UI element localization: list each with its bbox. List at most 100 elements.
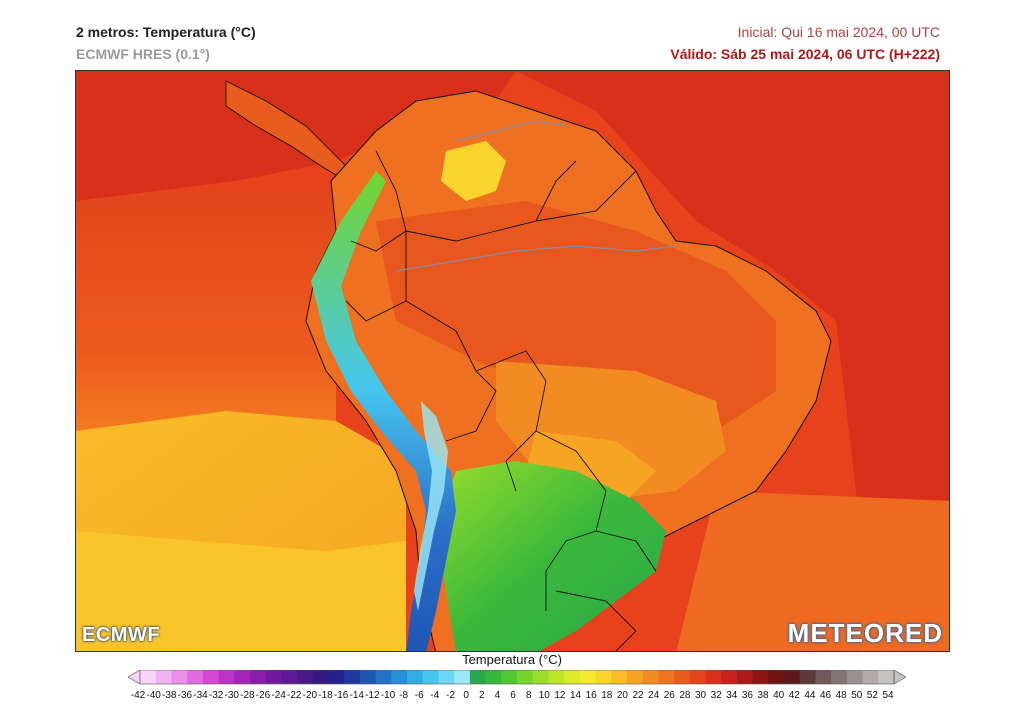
colorbar-labels: -42 -40 -38 -36 -34 -32 -30 -28 -26 -24 -22 -20 -18-… [118,690,908,704]
colorbar-tick-label: 42 [788,690,800,701]
colorbar-tick-label: 40 [773,690,785,701]
colorbar-tick-label: 14 [569,690,582,701]
map-title: 2 metros: Temperatura (°C) [76,24,256,40]
colorbar-swatch [281,670,298,684]
rivers [395,120,677,272]
colorbar-tick-label: 46 [819,690,832,701]
colorbar-tick-label: -16 [333,690,349,701]
colorbar-swatch [579,670,597,684]
atlantic-ocean [516,71,949,651]
colorbar-tick-label: 0 [463,690,469,701]
guiana-highlands [441,141,506,201]
colorbar-swatch [674,670,691,684]
colorbar-tick-label: -20 [302,690,318,701]
colorbar-tick-label: -34 [193,690,208,701]
colorbar-tick-label: -40 [146,690,161,701]
colorbar-extend-high [893,669,907,685]
colorbar-tick-label: 38 [757,690,769,701]
colorbar-tick-label: 34 [726,690,738,701]
colorbar-tick-label: 22 [632,690,644,701]
colorbar-swatch [626,670,644,684]
meteored-logo: METEORED [787,618,943,648]
colorbar-tick-label: -2 [446,690,455,701]
colorbar-swatch [391,670,408,684]
colorbar-swatch [312,670,329,684]
south-atlantic [676,491,949,651]
colorbar-swatch [202,670,220,684]
colorbar-tick-label: 18 [601,690,613,701]
colorbar-tick-label: 26 [663,690,675,701]
valid-time: Válido: Sáb 25 mai 2024, 06 UTC (H+222) [670,46,940,62]
colorbar-tick-label: -14 [349,690,364,701]
colorbar-tick-label: -42 [130,690,146,701]
colorbar-tick-label: -8 [399,690,409,701]
colorbar-swatches [127,669,907,685]
colorbar-tick-label: 48 [835,690,847,701]
colorbar-swatch [611,670,628,684]
andes-mountains [311,171,456,651]
colorbar-swatch [344,670,361,684]
colorbar-swatch [721,670,738,684]
colorbar-swatch [517,670,534,684]
colorbar-title: Temperatura (°C) [462,652,562,667]
colorbar-tick-label: -12 [365,690,380,701]
colorbar-tick-label: -22 [287,690,302,701]
colorbar-swatch [375,670,392,684]
amazon-region [376,201,776,431]
colorbar-tick-label: -36 [177,690,193,701]
ecmwf-logo: ECMWF [82,624,161,646]
colorbar-tick-label: 28 [679,690,691,701]
colorbar-tick-label: 8 [525,690,532,701]
colorbar-tick-label: 30 [694,690,707,701]
colorbar-swatch [501,670,518,684]
colorbar-swatch [407,670,424,684]
colorbar-swatch [422,670,439,684]
colorbar-swatch [187,670,204,684]
colorbar-swatch [784,670,801,684]
colorbar-swatch [768,670,785,684]
colorbar-swatch [140,670,157,684]
colorbar-tick-label: -10 [380,690,396,701]
colorbar-swatch [548,670,565,684]
colorbar-tick-label: -24 [271,690,286,701]
map-canvas [76,71,949,651]
colorbar-swatch [532,670,549,684]
andes-snow [414,401,448,611]
colorbar-tick-label: 44 [804,690,816,701]
colorbar-swatch [878,670,895,684]
colorbar-swatch [234,670,251,684]
colorbar-swatch [218,670,235,684]
colorbar-tick-label: -38 [162,690,177,701]
colorbar-tick-label: 16 [585,690,597,701]
country-borders [345,150,657,651]
colorbar-tick-label: 50 [851,690,863,701]
colorbar-tick-label: 12 [554,690,566,701]
colorbar-tick-label: -32 [208,690,224,701]
colorbar-tick-label: 10 [538,690,550,701]
colorbar-tick-label: -30 [224,690,239,701]
colorbar-tick-label: 20 [616,690,628,701]
colorbar-swatch [752,670,769,684]
colorbar-tick-label: -4 [430,690,440,701]
colorbar-tick-label: 52 [866,690,878,701]
colorbar-swatch [705,670,722,684]
colorbar-extend-low [127,669,141,685]
colorbar-swatch [328,670,345,684]
colorbar-swatch [359,670,377,684]
colorbar-swatch [799,670,816,684]
colorbar-tick-label: 32 [710,690,722,701]
colorbar [127,669,907,691]
colorbar-swatch [846,670,864,684]
colorbar-tick-label: -18 [318,690,333,701]
colorbar-swatch [736,670,754,684]
colorbar-swatch [595,670,612,684]
colorbar-tick-label: -26 [255,690,271,701]
colorbar-swatch [831,670,848,684]
colorbar-tick-label: -28 [240,690,255,701]
colorbar-tick-label: 36 [741,690,753,701]
colorbar-swatch [454,670,471,684]
colorbar-tick-label: 54 [882,690,894,701]
model-name: ECMWF HRES (0.1°) [76,46,210,62]
colorbar-swatch [171,670,188,684]
temperature-map[interactable]: ECMWF METEORED [75,70,950,652]
